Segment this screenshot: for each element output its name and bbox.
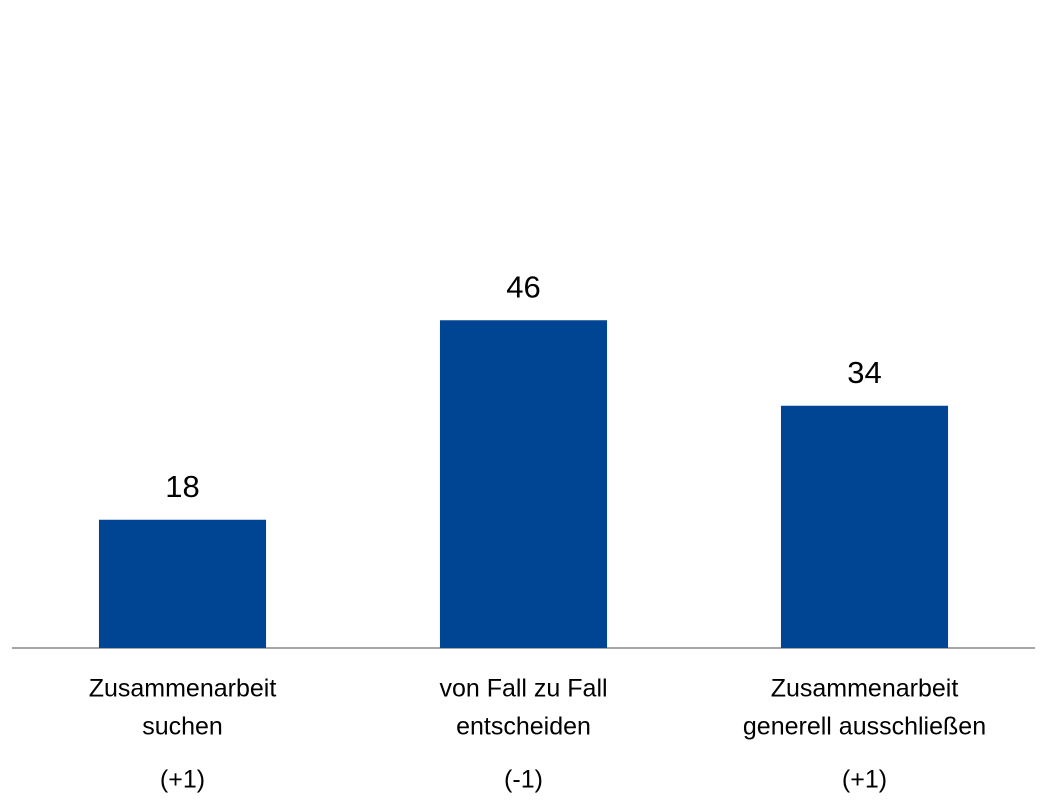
value-label: 34 (847, 355, 881, 390)
bar (780, 405, 949, 648)
annotation: (+1) (160, 766, 205, 794)
x-tick-label: generell ausschließen (743, 713, 986, 741)
x-tick-label: Zusammenarbeit (771, 675, 959, 703)
x-tick-label: von Fall zu Fall (439, 675, 607, 703)
x-tick-label: suchen (142, 713, 223, 741)
annotation: (+1) (842, 766, 887, 794)
annotation: (-1) (504, 766, 543, 794)
bar (439, 320, 608, 648)
value-label: 46 (506, 269, 540, 304)
value-label: 18 (165, 469, 199, 504)
x-tick-label: entscheiden (456, 713, 591, 741)
bar (98, 519, 267, 648)
x-tick-label: Zusammenarbeit (89, 675, 277, 703)
